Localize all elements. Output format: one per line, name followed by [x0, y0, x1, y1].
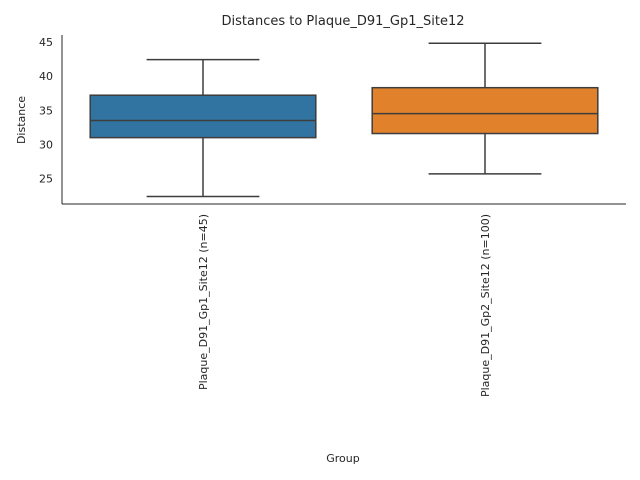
x-tick-label: Plaque_D91_Gp1_Site12 (n=45) [197, 214, 210, 390]
y-tick-label: 30 [39, 138, 53, 151]
x-axis-label: Group [326, 452, 360, 465]
y-axis-label: Distance [15, 96, 28, 144]
y-tick-label: 45 [39, 36, 53, 49]
y-tick-label: 35 [39, 104, 53, 117]
chart-title: Distances to Plaque_D91_Gp1_Site12 [222, 14, 465, 29]
box [89, 94, 317, 139]
box [371, 86, 599, 135]
y-tick-label: 40 [39, 70, 53, 83]
boxes-group [89, 42, 599, 198]
axes: 25 30 35 40 45 Plaque_D91_Gp1_Site12 (n=45) Pl… [39, 35, 626, 397]
y-tick-label: 25 [39, 173, 53, 186]
x-tick-label: Plaque_D91_Gp2_Site12 (n=100) [479, 214, 492, 397]
